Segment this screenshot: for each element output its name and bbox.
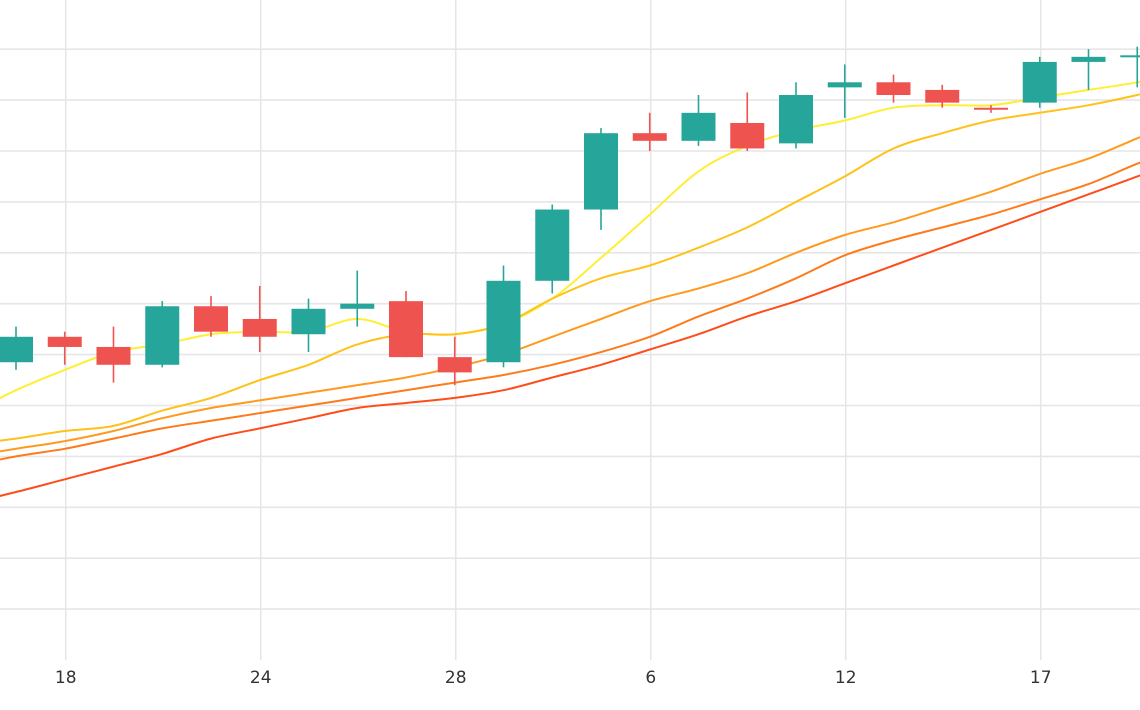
- candle-body: [974, 107, 1008, 110]
- candle-body: [779, 95, 813, 144]
- candle-body: [925, 89, 960, 103]
- candle-body: [876, 82, 911, 96]
- candle-body: [632, 133, 667, 141]
- candle-body: [584, 133, 618, 210]
- candle: [0, 326, 33, 370]
- candle-body: [730, 123, 765, 149]
- candle: [242, 285, 277, 353]
- candle: [925, 84, 960, 108]
- candle: [340, 270, 375, 327]
- candle-body: [291, 308, 326, 335]
- candle: [1022, 56, 1057, 108]
- x-tick-label: 12: [835, 668, 857, 688]
- candle-body: [827, 82, 862, 88]
- candle-body: [145, 306, 180, 365]
- x-tick-label: 24: [250, 668, 272, 688]
- candle-body: [96, 346, 131, 365]
- x-axis-ticks: 18 24 28 6 12 17: [55, 668, 1052, 688]
- candle: [437, 336, 472, 386]
- candle: [96, 326, 131, 383]
- candle-body: [242, 318, 277, 337]
- candle-body: [1120, 55, 1140, 58]
- candle: [681, 95, 716, 146]
- moving-average-line-4: [0, 161, 1140, 461]
- candle-body: [194, 306, 228, 332]
- candle: [145, 301, 180, 368]
- moving-average-line-3: [0, 136, 1140, 453]
- candle: [535, 204, 570, 294]
- moving-average-line-5: [0, 174, 1140, 497]
- candle: [876, 74, 911, 103]
- candle: [1120, 46, 1140, 88]
- moving-average-lines: [0, 80, 1140, 497]
- candle: [1071, 49, 1106, 90]
- candle: [730, 92, 765, 151]
- candle: [632, 112, 667, 151]
- candle-body: [389, 301, 423, 358]
- moving-average-line-2: [0, 93, 1140, 442]
- candle-body: [681, 112, 716, 141]
- candle-body: [486, 280, 521, 363]
- candle-body: [340, 303, 375, 309]
- candle: [486, 265, 521, 368]
- candle-body: [1071, 56, 1106, 62]
- x-tick-label: 18: [55, 668, 77, 688]
- candle: [779, 82, 813, 149]
- candle-body: [0, 336, 33, 363]
- candle: [584, 128, 618, 230]
- candle-body: [437, 357, 472, 373]
- x-tick-label: 6: [645, 668, 656, 688]
- candle: [47, 331, 82, 365]
- candle: [827, 64, 862, 118]
- candle: [974, 105, 1008, 113]
- candle-body: [47, 336, 82, 347]
- x-tick-label: 28: [445, 668, 467, 688]
- candle-body: [535, 209, 570, 281]
- candle: [389, 290, 423, 358]
- candles: [0, 46, 1140, 386]
- x-tick-label: 17: [1030, 668, 1052, 688]
- candle: [291, 298, 326, 353]
- candle-body: [1022, 61, 1057, 103]
- candle: [194, 296, 228, 337]
